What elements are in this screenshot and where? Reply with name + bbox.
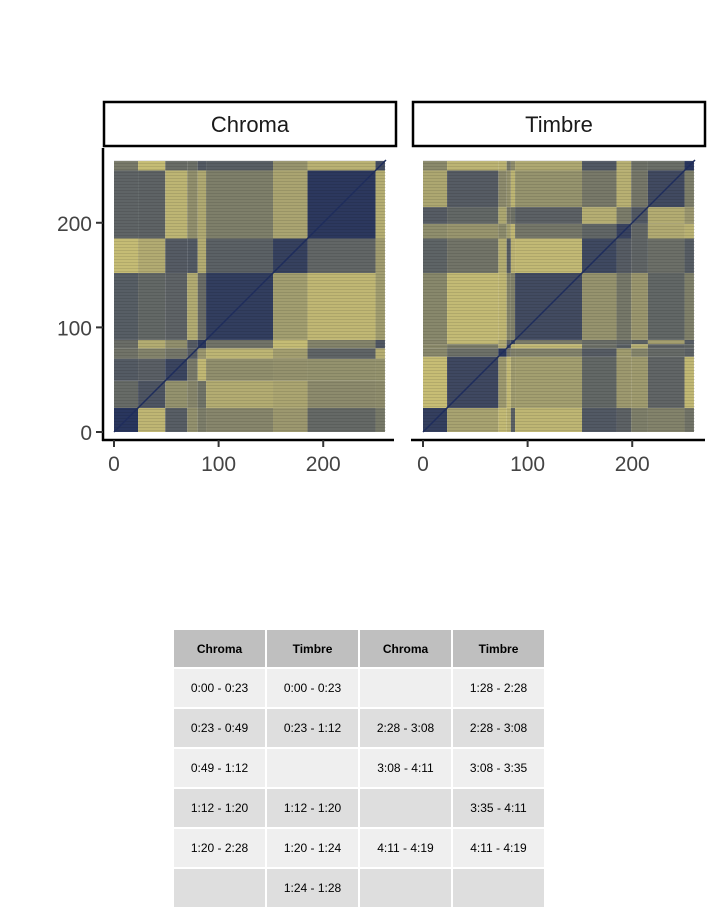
table-cell: 1:20 - 1:24 xyxy=(265,827,360,869)
table-cell: 2:28 - 3:08 xyxy=(451,707,546,749)
table-row: 1:20 - 2:28 1:20 - 1:24 4:11 - 4:19 4:11… xyxy=(172,827,546,869)
x-tick-label: 0 xyxy=(417,453,429,476)
facet-strip xyxy=(102,100,398,148)
y-tick-label: 0 xyxy=(80,422,92,445)
table-cell xyxy=(172,867,267,909)
table-cell xyxy=(358,667,453,709)
table-row: 0:00 - 0:23 0:00 - 0:23 1:28 - 2:28 xyxy=(172,667,546,709)
table-cell: 1:12 - 1:20 xyxy=(265,787,360,829)
table-cell: 0:23 - 0:49 xyxy=(172,707,267,749)
table-cell: 1:12 - 1:20 xyxy=(172,787,267,829)
table-cell: 0:00 - 0:23 xyxy=(265,667,360,709)
x-tick-label: 200 xyxy=(615,453,650,476)
y-tick-label: 200 xyxy=(57,213,92,236)
table-cell xyxy=(358,787,453,829)
diagonal-line xyxy=(113,159,387,433)
table-row: 0:23 - 0:49 0:23 - 1:12 2:28 - 3:08 2:28… xyxy=(172,707,546,749)
table-header-timbre: Timbre xyxy=(265,628,360,669)
table-cell: 4:11 - 4:19 xyxy=(451,827,546,869)
x-tick-label: 100 xyxy=(510,453,545,476)
table-cell: 2:28 - 3:08 xyxy=(358,707,453,749)
table-row: 1:24 - 1:28 xyxy=(172,867,546,909)
table-cell: 3:35 - 4:11 xyxy=(451,787,546,829)
table-cell: 1:28 - 2:28 xyxy=(451,667,546,709)
table-cell xyxy=(358,867,453,909)
segment-table: Chroma Timbre Chroma Timbre 0:00 - 0:23 … xyxy=(172,628,546,909)
table-cell: 3:08 - 4:11 xyxy=(358,747,453,789)
facet-strip xyxy=(411,100,707,148)
ssm-figure: Chroma 0 100 200 0 100 200 Timbre 0 100 200 xyxy=(57,100,707,476)
table-cell: 3:08 - 3:35 xyxy=(451,747,546,789)
table-header-timbre: Timbre xyxy=(451,628,546,669)
table-header-chroma: Chroma xyxy=(358,628,453,669)
facet-title: Timbre xyxy=(525,112,593,137)
facet-title: Chroma xyxy=(211,112,290,137)
y-tick-label: 100 xyxy=(57,317,92,340)
diagonal-line xyxy=(422,159,696,433)
table-header-row: Chroma Timbre Chroma Timbre xyxy=(172,628,546,669)
x-tick-label: 0 xyxy=(108,453,120,476)
x-tick-label: 200 xyxy=(306,453,341,476)
table-cell xyxy=(265,747,360,789)
table-cell xyxy=(451,867,546,909)
table-cell: 1:24 - 1:28 xyxy=(265,867,360,909)
table-row: 0:49 - 1:12 3:08 - 4:11 3:08 - 3:35 xyxy=(172,747,546,789)
table-row: 1:12 - 1:20 1:12 - 1:20 3:35 - 4:11 xyxy=(172,787,546,829)
table-cell: 0:49 - 1:12 xyxy=(172,747,267,789)
panel-timbre: Timbre 0 100 200 xyxy=(411,100,707,476)
table-cell: 0:00 - 0:23 xyxy=(172,667,267,709)
table-cell: 4:11 - 4:19 xyxy=(358,827,453,869)
table-cell: 0:23 - 1:12 xyxy=(265,707,360,749)
table-cell: 1:20 - 2:28 xyxy=(172,827,267,869)
x-tick-label: 100 xyxy=(201,453,236,476)
table-header-chroma: Chroma xyxy=(172,628,267,669)
panel-chroma: Chroma 0 100 200 0 100 200 xyxy=(57,100,398,476)
